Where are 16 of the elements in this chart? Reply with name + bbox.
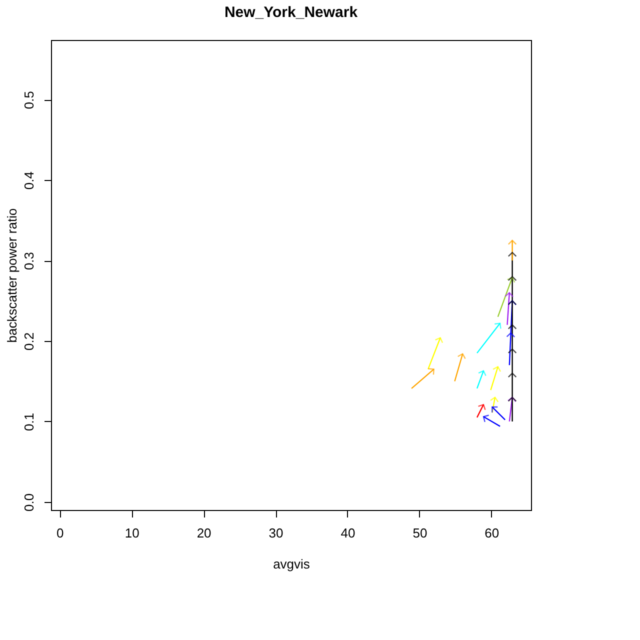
y-axis-title: backscatter power ratio xyxy=(4,208,20,343)
y-tick-label: 0.1 xyxy=(22,412,36,432)
y-tick-label: 0.5 xyxy=(22,91,36,110)
x-tick-label: 20 xyxy=(196,526,212,540)
x-tick-label: 40 xyxy=(340,526,356,540)
x-axis-title: avgvis xyxy=(273,556,310,572)
x-tick-label: 60 xyxy=(484,526,500,540)
y-tick-label: 0.4 xyxy=(22,171,36,190)
x-tick-label: 0 xyxy=(56,526,64,540)
chart-title: New_York_Newark xyxy=(224,4,358,21)
x-tick-label: 10 xyxy=(124,526,140,540)
x-tick-label: 50 xyxy=(412,526,428,540)
x-tick-label: 30 xyxy=(268,526,284,540)
y-tick-label: 0.3 xyxy=(22,252,36,270)
y-tick-label: 0.2 xyxy=(22,332,36,351)
y-tick-label: 0.0 xyxy=(22,493,36,512)
